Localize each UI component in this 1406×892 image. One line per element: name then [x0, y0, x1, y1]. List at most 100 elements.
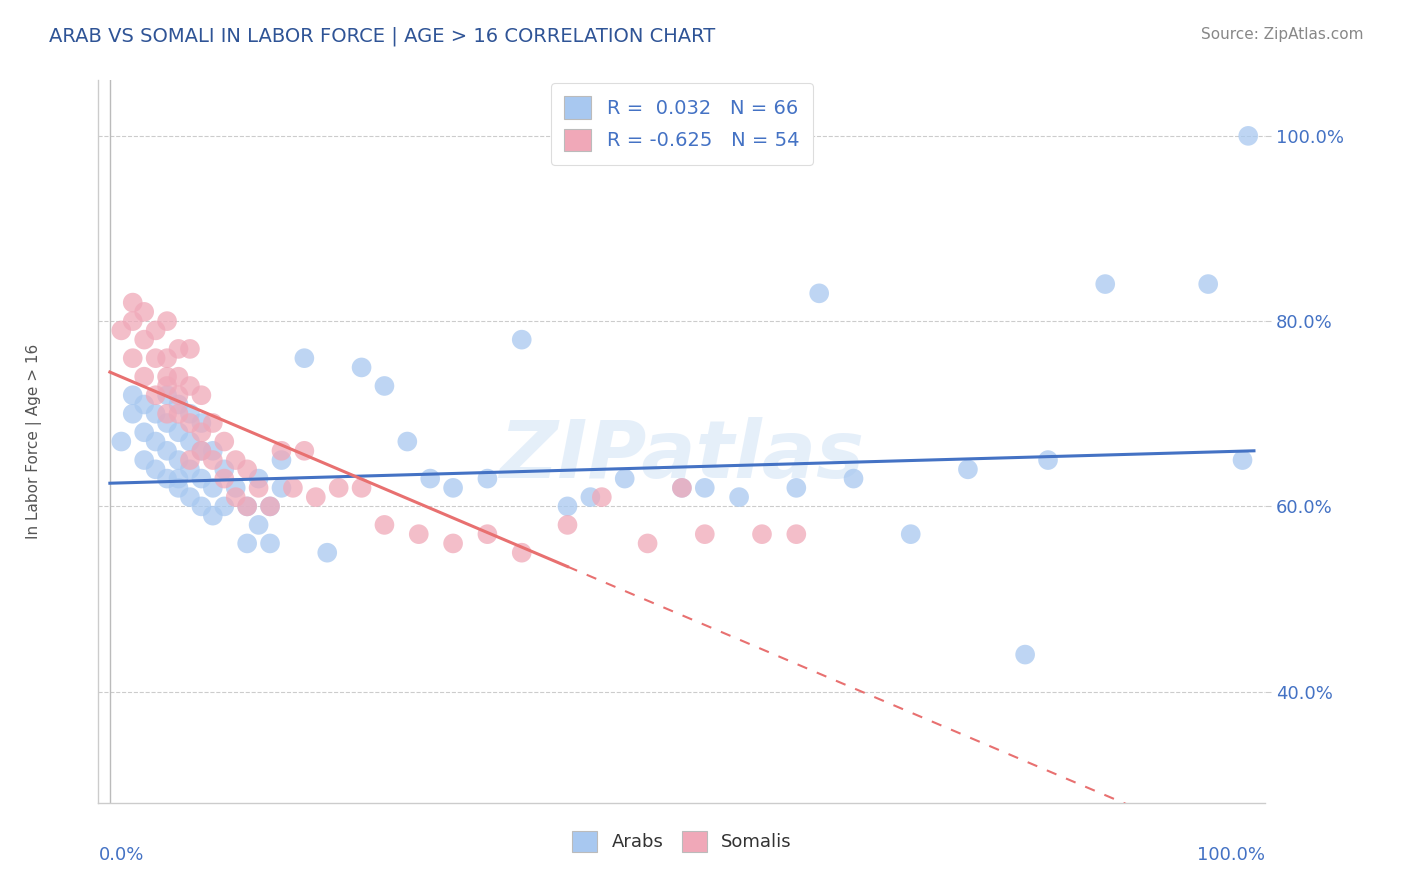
Point	[167, 397, 190, 411]
Point	[259, 536, 281, 550]
Point	[214, 472, 236, 486]
Point	[190, 500, 212, 514]
Point	[134, 333, 156, 347]
Point	[134, 305, 156, 319]
Point	[236, 536, 259, 550]
Point	[671, 481, 693, 495]
Point	[510, 333, 533, 347]
Point	[441, 536, 464, 550]
Point	[236, 500, 259, 514]
Point	[225, 490, 247, 504]
Point	[179, 453, 201, 467]
Point	[419, 472, 441, 486]
Point	[441, 481, 464, 495]
Point	[316, 546, 339, 560]
Point	[179, 407, 201, 421]
Point	[121, 314, 143, 328]
Point	[167, 425, 190, 440]
Point	[134, 453, 156, 467]
Point	[408, 527, 430, 541]
Point	[328, 481, 350, 495]
Point	[156, 369, 179, 384]
Point	[167, 369, 190, 384]
Point	[156, 416, 179, 430]
Point	[201, 443, 224, 458]
Point	[1036, 453, 1059, 467]
Point	[1237, 128, 1260, 143]
Point	[145, 462, 167, 476]
Point	[225, 481, 247, 495]
Point	[785, 481, 807, 495]
Point	[510, 546, 533, 560]
Point	[292, 443, 315, 458]
Point	[145, 388, 167, 402]
Point	[167, 481, 190, 495]
Point	[134, 397, 156, 411]
Point	[247, 481, 270, 495]
Point	[214, 500, 236, 514]
Point	[156, 388, 179, 402]
Point	[167, 342, 190, 356]
Point	[201, 453, 224, 467]
Point	[156, 472, 179, 486]
Point	[201, 416, 224, 430]
Point	[1197, 277, 1219, 291]
Point	[156, 379, 179, 393]
Point	[557, 517, 579, 532]
Point	[477, 527, 499, 541]
Point	[179, 379, 201, 393]
Point	[190, 443, 212, 458]
Point	[292, 351, 315, 366]
Point	[156, 443, 179, 458]
Point	[145, 323, 167, 337]
Point	[637, 536, 659, 550]
Point	[591, 490, 613, 504]
Point	[1014, 648, 1036, 662]
Text: 100.0%: 100.0%	[1198, 847, 1265, 864]
Point	[179, 462, 201, 476]
Point	[145, 434, 167, 449]
Point	[373, 517, 395, 532]
Point	[214, 434, 236, 449]
Point	[373, 379, 395, 393]
Point	[179, 434, 201, 449]
Point	[236, 500, 259, 514]
Text: In Labor Force | Age > 16: In Labor Force | Age > 16	[27, 344, 42, 539]
Point	[671, 481, 693, 495]
Point	[225, 453, 247, 467]
Legend: Arabs, Somalis: Arabs, Somalis	[565, 823, 799, 859]
Point	[247, 472, 270, 486]
Point	[179, 490, 201, 504]
Point	[350, 481, 373, 495]
Point	[167, 407, 190, 421]
Point	[167, 472, 190, 486]
Point	[121, 388, 143, 402]
Point	[201, 508, 224, 523]
Point	[121, 407, 143, 421]
Point	[1094, 277, 1116, 291]
Point	[156, 351, 179, 366]
Point	[145, 407, 167, 421]
Point	[956, 462, 979, 476]
Point	[808, 286, 831, 301]
Point	[281, 481, 304, 495]
Text: 0.0%: 0.0%	[98, 847, 143, 864]
Point	[179, 416, 201, 430]
Point	[728, 490, 751, 504]
Point	[751, 527, 773, 541]
Point	[900, 527, 922, 541]
Point	[270, 453, 292, 467]
Point	[167, 453, 190, 467]
Point	[693, 527, 716, 541]
Text: ZIPatlas: ZIPatlas	[499, 417, 865, 495]
Point	[557, 500, 579, 514]
Point	[190, 425, 212, 440]
Point	[214, 462, 236, 476]
Point	[190, 388, 212, 402]
Point	[785, 527, 807, 541]
Point	[693, 481, 716, 495]
Point	[110, 434, 132, 449]
Point	[121, 295, 143, 310]
Point	[350, 360, 373, 375]
Point	[190, 443, 212, 458]
